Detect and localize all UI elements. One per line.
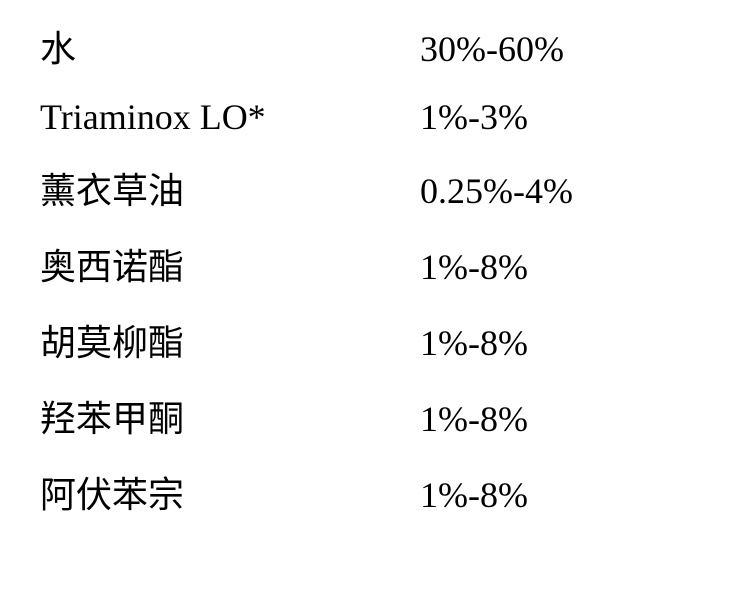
ingredient-name: 水 [40,20,420,72]
ingredient-name: 羟苯甲酮 [40,390,420,442]
table-row: 羟苯甲酮 1%-8% [40,390,712,442]
ingredient-value: 1%-3% [420,96,528,138]
ingredient-value: 0.25%-4% [420,170,573,212]
ingredient-table: 水 30%-60% Triaminox LO* 1%-3% 薰衣草油 0.25%… [0,0,752,562]
table-row: 胡莫柳酯 1%-8% [40,314,712,366]
ingredient-name: 胡莫柳酯 [40,314,420,366]
ingredient-name: 阿伏苯宗 [40,466,420,518]
ingredient-name: 奥西诺酯 [40,238,420,290]
ingredient-value: 1%-8% [420,398,528,440]
ingredient-value: 1%-8% [420,246,528,288]
ingredient-value: 30%-60% [420,28,564,70]
ingredient-name: 薰衣草油 [40,162,420,214]
ingredient-name: Triaminox LO* [40,96,420,138]
table-row: 阿伏苯宗 1%-8% [40,466,712,518]
table-row: Triaminox LO* 1%-3% [40,96,712,138]
table-row: 薰衣草油 0.25%-4% [40,162,712,214]
table-row: 奥西诺酯 1%-8% [40,238,712,290]
ingredient-value: 1%-8% [420,322,528,364]
ingredient-value: 1%-8% [420,474,528,516]
table-row: 水 30%-60% [40,20,712,72]
